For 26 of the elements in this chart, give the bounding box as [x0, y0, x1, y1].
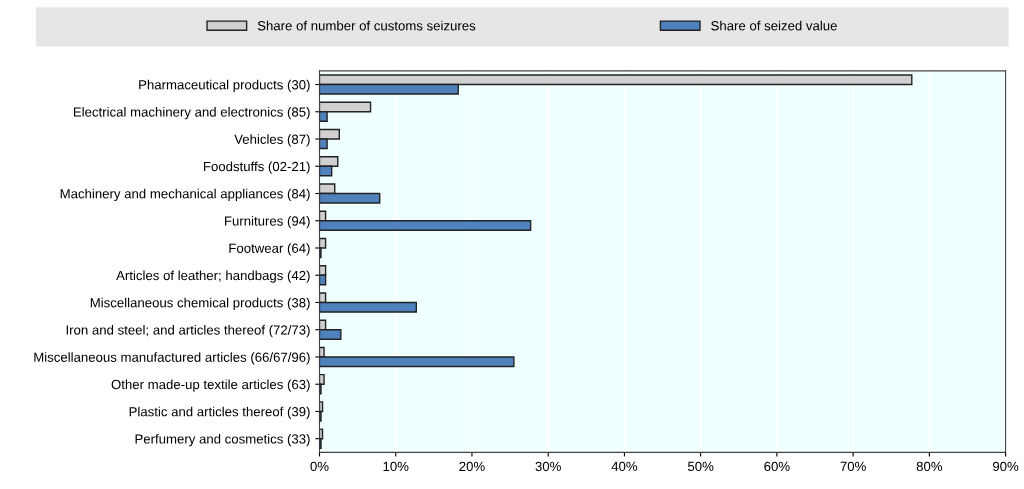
y-tick-label: Machinery and mechanical appliances (84) [60, 188, 310, 202]
x-tick-label: 50% [687, 461, 714, 472]
x-tick-label: 0% [310, 461, 329, 472]
y-tick-label: Perfumery and cosmetics (33) [135, 433, 310, 447]
y-tick-label: Foodstuffs (02-21) [203, 161, 310, 174]
y-tick-label: Pharmaceutical products (30) [139, 79, 310, 93]
x-tick-label: 30% [535, 461, 561, 472]
y-tick-label: Articles of leather; handbags (42) [116, 270, 310, 283]
y-tick-label: Miscellaneous manufactured articles (66/67/96) [34, 352, 310, 365]
y-tick-label: Iron and steel; and articles thereof (72/73) [66, 324, 310, 338]
x-tick-label: 60% [764, 461, 790, 472]
x-tick-label: 80% [916, 461, 943, 472]
y-tick-label: Footwear (64) [229, 243, 310, 256]
y-tick-label: Vehicles (87) [234, 134, 310, 147]
x-tick-label: 20% [459, 461, 485, 472]
y-tick-label: Miscellaneous chemical products (38) [90, 297, 310, 310]
y-tick-label: Furnitures (94) [225, 215, 310, 229]
y-tick-label: Plastic and articles thereof (39) [129, 406, 310, 419]
y-tick-label: Electrical machinery and electronics (85) [73, 106, 310, 120]
legend-label: Share of number of customs seizures [257, 20, 476, 31]
x-tick-label: 40% [611, 461, 638, 472]
x-tick-label: 90% [992, 461, 1019, 472]
x-tick-label: 70% [840, 461, 866, 472]
legend-label: Share of seized value [711, 20, 837, 31]
x-tick-label: 10% [383, 461, 409, 472]
y-tick-label: Other made-up textile articles (63) [111, 379, 310, 392]
